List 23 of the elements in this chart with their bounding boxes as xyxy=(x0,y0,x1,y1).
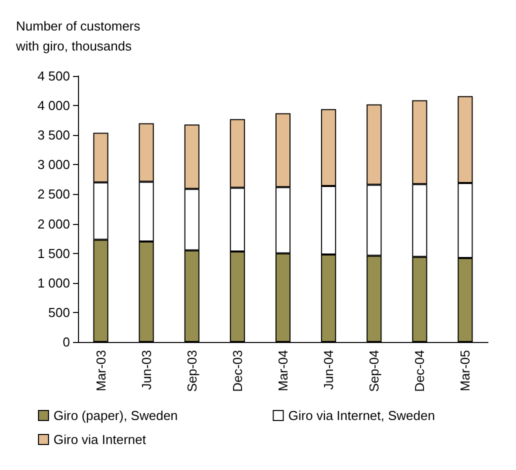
y-axis-title: Number of customers with giro, thousands xyxy=(15,18,141,54)
x-tick-label: Sep-04 xyxy=(366,350,382,392)
x-tick-label: Jun-04 xyxy=(321,350,336,390)
y-tick-label: 4 500 xyxy=(37,68,70,84)
x-tick-label: Jun-03 xyxy=(138,350,154,390)
x-tick-label: Dec-04 xyxy=(412,350,428,392)
y-tick-label: 3 000 xyxy=(37,157,70,172)
y-tick-label: 4 000 xyxy=(37,98,70,114)
y-tick-label: 0 xyxy=(62,334,70,350)
x-tick-label: Dec-03 xyxy=(230,350,245,392)
x-tick-label: Mar-03 xyxy=(93,350,108,392)
legend-label: Giro via Internet xyxy=(54,432,146,447)
x-tick-label: Sep-03 xyxy=(184,350,200,392)
x-tick-label: Mar-05 xyxy=(458,350,473,392)
y-tick-label: 2 500 xyxy=(37,186,70,202)
y-tick-label: 500 xyxy=(48,304,70,320)
legend-label: Giro via Internet, Sweden xyxy=(288,408,435,423)
y-tick-label: 2 000 xyxy=(37,216,70,232)
y-tick-label: 1 000 xyxy=(37,275,70,290)
legend-label: Giro (paper), Sweden xyxy=(54,408,178,423)
y-tick-label: 1 500 xyxy=(37,246,70,261)
y-tick-label: 3 500 xyxy=(37,128,70,143)
x-tick-label: Mar-04 xyxy=(276,350,290,392)
